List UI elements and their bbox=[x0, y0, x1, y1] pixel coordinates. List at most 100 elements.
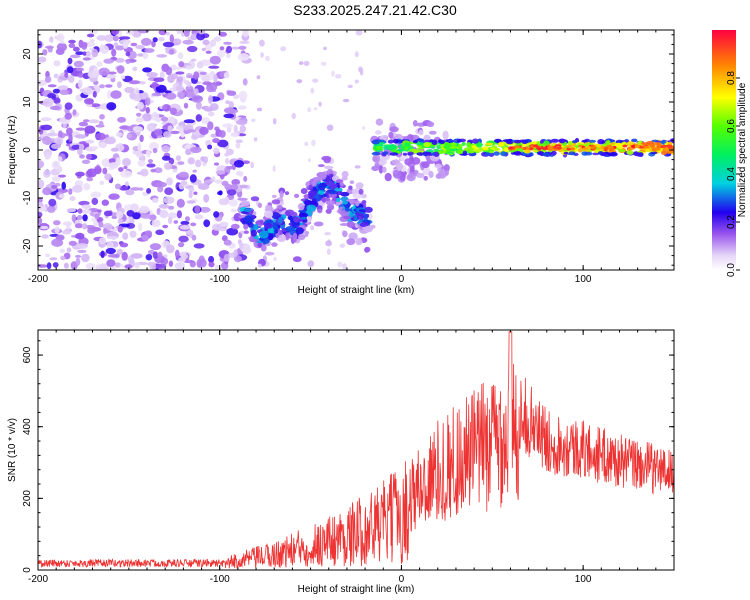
band-cell bbox=[372, 153, 381, 163]
noise-cell bbox=[163, 131, 172, 138]
noise-cell bbox=[111, 48, 117, 57]
noise-cell bbox=[172, 66, 183, 70]
noise-cell bbox=[183, 259, 194, 264]
noise-cell bbox=[93, 220, 99, 227]
noise-cell bbox=[212, 138, 220, 144]
noise-cell bbox=[151, 40, 156, 48]
noise-cell bbox=[47, 84, 57, 88]
noise-cell bbox=[91, 48, 99, 58]
noise-cell bbox=[207, 144, 213, 150]
band-cell bbox=[387, 139, 394, 144]
band-cell bbox=[489, 147, 496, 150]
band-cell bbox=[402, 152, 408, 156]
noise-cell bbox=[91, 146, 99, 150]
noise-cell bbox=[99, 45, 109, 54]
noise-cell bbox=[57, 156, 63, 162]
noise-cell bbox=[211, 176, 216, 181]
band-cell bbox=[300, 216, 308, 220]
noise-cell bbox=[146, 188, 152, 194]
noise-cell bbox=[166, 244, 175, 254]
noise-cell bbox=[168, 49, 175, 55]
noise-cell bbox=[208, 261, 215, 268]
noise-cell bbox=[227, 108, 239, 114]
noise-cell bbox=[130, 187, 141, 191]
noise-cell bbox=[176, 210, 182, 219]
noise-cell bbox=[53, 60, 61, 67]
noise-cell bbox=[162, 104, 171, 112]
noise-cell bbox=[238, 172, 244, 177]
noise-cell bbox=[184, 88, 197, 98]
noise-cell bbox=[84, 125, 96, 134]
noise-cell bbox=[104, 34, 115, 42]
band-cell bbox=[529, 152, 534, 157]
band-cell bbox=[424, 151, 432, 155]
noise-cell bbox=[137, 159, 146, 167]
noise-cell bbox=[154, 181, 167, 188]
band-cell bbox=[434, 163, 443, 169]
band-cell bbox=[349, 180, 355, 184]
noise-cell bbox=[207, 121, 214, 131]
noise-cell bbox=[108, 162, 119, 169]
noise-cell bbox=[40, 124, 53, 131]
noise-cell bbox=[326, 248, 331, 255]
noise-cell bbox=[186, 200, 196, 204]
noise-cell bbox=[116, 248, 123, 255]
band-cell bbox=[285, 226, 295, 232]
noise-cell bbox=[272, 165, 276, 172]
noise-cell bbox=[213, 162, 220, 166]
noise-cell bbox=[178, 171, 189, 178]
noise-cell bbox=[170, 130, 180, 135]
noise-cell bbox=[237, 105, 247, 110]
noise-cell bbox=[137, 101, 144, 110]
band-core-cell bbox=[652, 147, 660, 151]
noise-cell bbox=[218, 198, 230, 206]
noise-cell bbox=[42, 49, 48, 56]
band-core-cell bbox=[585, 145, 591, 149]
noise-cell bbox=[136, 112, 142, 117]
noise-cell bbox=[38, 206, 47, 212]
noise-cell bbox=[92, 90, 97, 98]
noise-cell bbox=[224, 152, 230, 157]
band-cell bbox=[382, 151, 389, 155]
noise-cell bbox=[199, 126, 209, 135]
noise-cell bbox=[313, 107, 318, 111]
noise-cell bbox=[119, 264, 125, 268]
noise-cell bbox=[139, 134, 144, 143]
noise-cell bbox=[185, 148, 192, 156]
noise-cell bbox=[148, 159, 153, 164]
noise-cell bbox=[223, 254, 230, 262]
band-cell bbox=[476, 142, 483, 148]
band-cell bbox=[356, 213, 365, 220]
band-cell bbox=[392, 139, 399, 144]
noise-cell bbox=[168, 260, 174, 267]
band-cell bbox=[335, 201, 341, 206]
band-cell bbox=[449, 146, 457, 150]
noise-cell bbox=[78, 143, 85, 150]
band-cell bbox=[292, 256, 302, 263]
band-cell bbox=[375, 130, 382, 135]
noise-cell bbox=[98, 237, 107, 245]
band-core-cell bbox=[553, 148, 558, 151]
noise-cell bbox=[177, 242, 185, 248]
band-cell bbox=[323, 157, 331, 164]
noise-cell bbox=[38, 160, 45, 169]
noise-cell bbox=[52, 88, 61, 94]
band-core-cell bbox=[562, 147, 567, 151]
noise-cell bbox=[99, 180, 105, 186]
noise-cell bbox=[144, 97, 151, 106]
noise-cell bbox=[201, 117, 211, 125]
noise-cell bbox=[155, 84, 167, 93]
band-cell bbox=[581, 139, 589, 143]
band-cell bbox=[416, 172, 425, 178]
noise-cell bbox=[310, 87, 315, 94]
band-cell bbox=[407, 151, 414, 156]
noise-cell bbox=[103, 210, 113, 217]
band-cell bbox=[485, 142, 494, 146]
band-cell bbox=[363, 213, 368, 222]
band-cell bbox=[597, 139, 605, 145]
noise-cell bbox=[182, 39, 194, 45]
noise-cell bbox=[152, 37, 158, 43]
band-cell bbox=[443, 144, 452, 150]
noise-cell bbox=[219, 130, 226, 138]
noise-cell bbox=[96, 61, 103, 67]
